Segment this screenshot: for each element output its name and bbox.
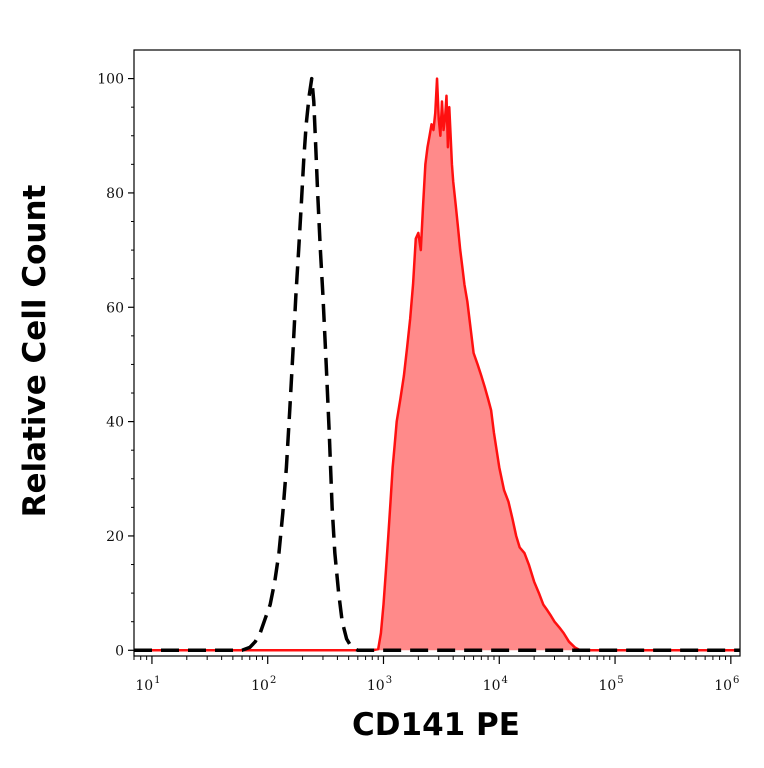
y-tick-label-3: 60 [106, 300, 124, 316]
y-tick-label-4: 80 [106, 186, 124, 202]
series-1-line [134, 77, 740, 652]
plot-frame [133, 49, 741, 657]
axes-layer: 0 20 40 60 80 100 101 102 103 104 105 106 [97, 49, 741, 694]
y-tick-label-0: 0 [115, 643, 124, 659]
x-tick-label-4: 105 [598, 675, 623, 694]
y-tick-label-1: 20 [106, 529, 124, 545]
x-tick-label-3: 104 [483, 675, 508, 694]
y-axis-title: Relative Cell Count [17, 184, 53, 517]
x-tick-label-1: 102 [251, 675, 276, 694]
series-1-area [134, 78, 740, 651]
x-axis-title: CD141 PE [352, 707, 520, 743]
y-tick-label-2: 40 [106, 415, 124, 431]
x-tick-label-0: 101 [135, 675, 160, 694]
series-layer [134, 76, 740, 653]
x-tick-label-2: 103 [367, 675, 392, 694]
series-0-line [134, 76, 740, 653]
x-tick-label-5: 106 [714, 675, 739, 694]
y-tick-label-5: 100 [97, 72, 124, 88]
labels-layer: CD141 PE Relative Cell Count [17, 184, 520, 743]
